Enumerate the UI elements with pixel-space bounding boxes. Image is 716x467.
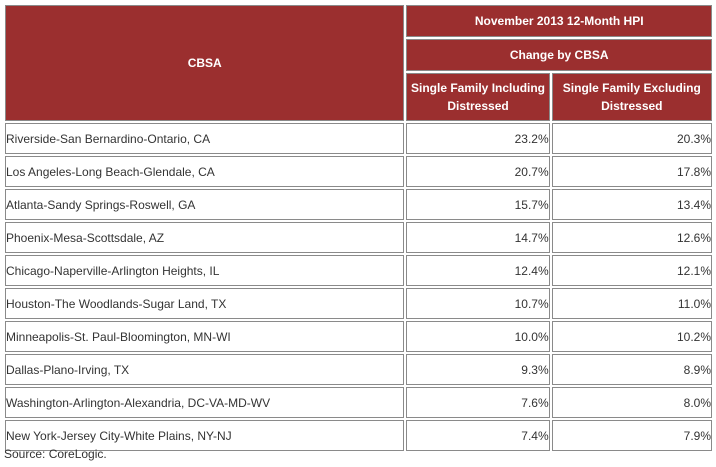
- including-cell: 20.7%: [406, 156, 550, 187]
- table-row: Houston-The Woodlands-Sugar Land, TX 10.…: [5, 288, 712, 319]
- excluding-cell: 8.0%: [551, 387, 712, 418]
- hpi-table: CBSA November 2013 12-Month HPI Change b…: [3, 3, 714, 453]
- table-row: Minneapolis-St. Paul-Bloomington, MN-WI …: [5, 321, 712, 352]
- excluding-cell: 17.8%: [551, 156, 712, 187]
- excluding-cell: 13.4%: [551, 189, 712, 220]
- cbsa-cell: Houston-The Woodlands-Sugar Land, TX: [5, 288, 405, 319]
- excluding-cell: 10.2%: [551, 321, 712, 352]
- excluding-cell: 12.1%: [551, 255, 712, 286]
- cbsa-cell: Washington-Arlington-Alexandria, DC-VA-M…: [5, 387, 405, 418]
- table-header: CBSA November 2013 12-Month HPI Change b…: [5, 5, 712, 121]
- cbsa-cell: Dallas-Plano-Irving, TX: [5, 354, 405, 385]
- table-row: New York-Jersey City-White Plains, NY-NJ…: [5, 420, 712, 451]
- header-cbsa: CBSA: [5, 5, 405, 121]
- table-row: Chicago-Naperville-Arlington Heights, IL…: [5, 255, 712, 286]
- excluding-cell: 7.9%: [551, 420, 712, 451]
- cbsa-cell: Chicago-Naperville-Arlington Heights, IL: [5, 255, 405, 286]
- including-cell: 9.3%: [406, 354, 550, 385]
- including-cell: 15.7%: [406, 189, 550, 220]
- table-row: Washington-Arlington-Alexandria, DC-VA-M…: [5, 387, 712, 418]
- excluding-cell: 12.6%: [551, 222, 712, 253]
- including-cell: 7.6%: [406, 387, 550, 418]
- cbsa-cell: Atlanta-Sandy Springs-Roswell, GA: [5, 189, 405, 220]
- table-body: Riverside-San Bernardino-Ontario, CA 23.…: [5, 123, 712, 451]
- including-cell: 10.0%: [406, 321, 550, 352]
- including-cell: 10.7%: [406, 288, 550, 319]
- cbsa-cell: Riverside-San Bernardino-Ontario, CA: [5, 123, 405, 154]
- cbsa-cell: Los Angeles-Long Beach-Glendale, CA: [5, 156, 405, 187]
- header-excluding-distressed: Single Family Excluding Distressed: [551, 73, 712, 121]
- excluding-cell: 8.9%: [551, 354, 712, 385]
- cbsa-cell: New York-Jersey City-White Plains, NY-NJ: [5, 420, 405, 451]
- table-row: Riverside-San Bernardino-Ontario, CA 23.…: [5, 123, 712, 154]
- including-cell: 7.4%: [406, 420, 550, 451]
- cbsa-cell: Minneapolis-St. Paul-Bloomington, MN-WI: [5, 321, 405, 352]
- header-including-distressed: Single Family Including Distressed: [406, 73, 550, 121]
- table-row: Atlanta-Sandy Springs-Roswell, GA 15.7% …: [5, 189, 712, 220]
- header-group-subtitle: Change by CBSA: [406, 39, 712, 71]
- header-group-title: November 2013 12-Month HPI: [406, 5, 712, 37]
- table-row: Los Angeles-Long Beach-Glendale, CA 20.7…: [5, 156, 712, 187]
- table-row: Dallas-Plano-Irving, TX 9.3% 8.9%: [5, 354, 712, 385]
- including-cell: 23.2%: [406, 123, 550, 154]
- excluding-cell: 20.3%: [551, 123, 712, 154]
- including-cell: 14.7%: [406, 222, 550, 253]
- cbsa-cell: Phoenix-Mesa-Scottsdale, AZ: [5, 222, 405, 253]
- excluding-cell: 11.0%: [551, 288, 712, 319]
- source-note: Source: CoreLogic.: [4, 447, 107, 461]
- including-cell: 12.4%: [406, 255, 550, 286]
- table-row: Phoenix-Mesa-Scottsdale, AZ 14.7% 12.6%: [5, 222, 712, 253]
